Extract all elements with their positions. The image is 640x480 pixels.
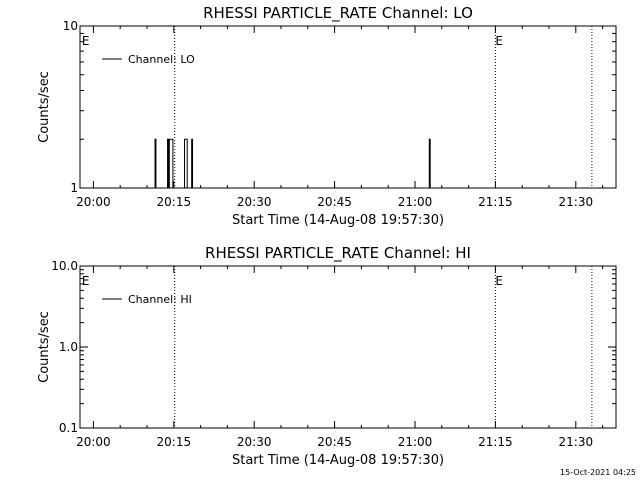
legend-label: Channel: LO <box>128 53 195 66</box>
x-tick-label: 20:00 <box>76 435 111 449</box>
x-axis-label: Start Time (14-Aug-08 19:57:30) <box>232 453 444 468</box>
series-line <box>93 138 608 189</box>
y-tick-label: 0.1 <box>59 421 78 435</box>
footer-timestamp: 15-Oct-2021 04:25 <box>560 468 636 477</box>
chart-panels: RHESSI PARTICLE_RATE Channel: LO Start Ti… <box>37 4 617 468</box>
y-tick-label: 1.0 <box>59 340 78 354</box>
chart-panel-1: RHESSI PARTICLE_RATE Channel: LO Start Ti… <box>37 4 617 228</box>
x-tick-label: 20:30 <box>237 435 272 449</box>
x-tick-label: 20:00 <box>76 195 111 209</box>
x-tick-label: 20:45 <box>317 195 352 209</box>
x-axis-label: Start Time (14-Aug-08 19:57:30) <box>232 213 444 228</box>
x-tick-label: 21:30 <box>559 435 594 449</box>
y-axis-label: Counts/sec <box>37 71 52 143</box>
x-tick-label: 20:45 <box>317 435 352 449</box>
event-flag: E <box>495 34 503 48</box>
x-tick-label: 20:15 <box>157 195 192 209</box>
x-tick-label: 21:00 <box>398 195 433 209</box>
chart-panel-2: RHESSI PARTICLE_RATE Channel: HI Start Ti… <box>37 244 617 468</box>
legend-label: Channel: HI <box>128 293 192 306</box>
event-flag: E <box>82 274 90 288</box>
x-tick-label: 20:30 <box>237 195 272 209</box>
y-tick-label: 10 <box>63 19 78 33</box>
y-tick-label: 10.0 <box>51 259 78 273</box>
y-tick-label: 1 <box>70 181 78 195</box>
event-flag: E <box>495 274 503 288</box>
x-tick-label: 21:00 <box>398 435 433 449</box>
x-tick-label: 21:15 <box>478 435 513 449</box>
x-tick-label: 21:30 <box>559 195 594 209</box>
y-axis-label: Counts/sec <box>37 311 52 383</box>
event-flag: E <box>82 34 90 48</box>
x-tick-label: 21:15 <box>478 195 513 209</box>
x-tick-label: 20:15 <box>157 435 192 449</box>
chart-title: RHESSI PARTICLE_RATE Channel: LO <box>203 4 473 23</box>
chart-title: RHESSI PARTICLE_RATE Channel: HI <box>205 244 471 263</box>
